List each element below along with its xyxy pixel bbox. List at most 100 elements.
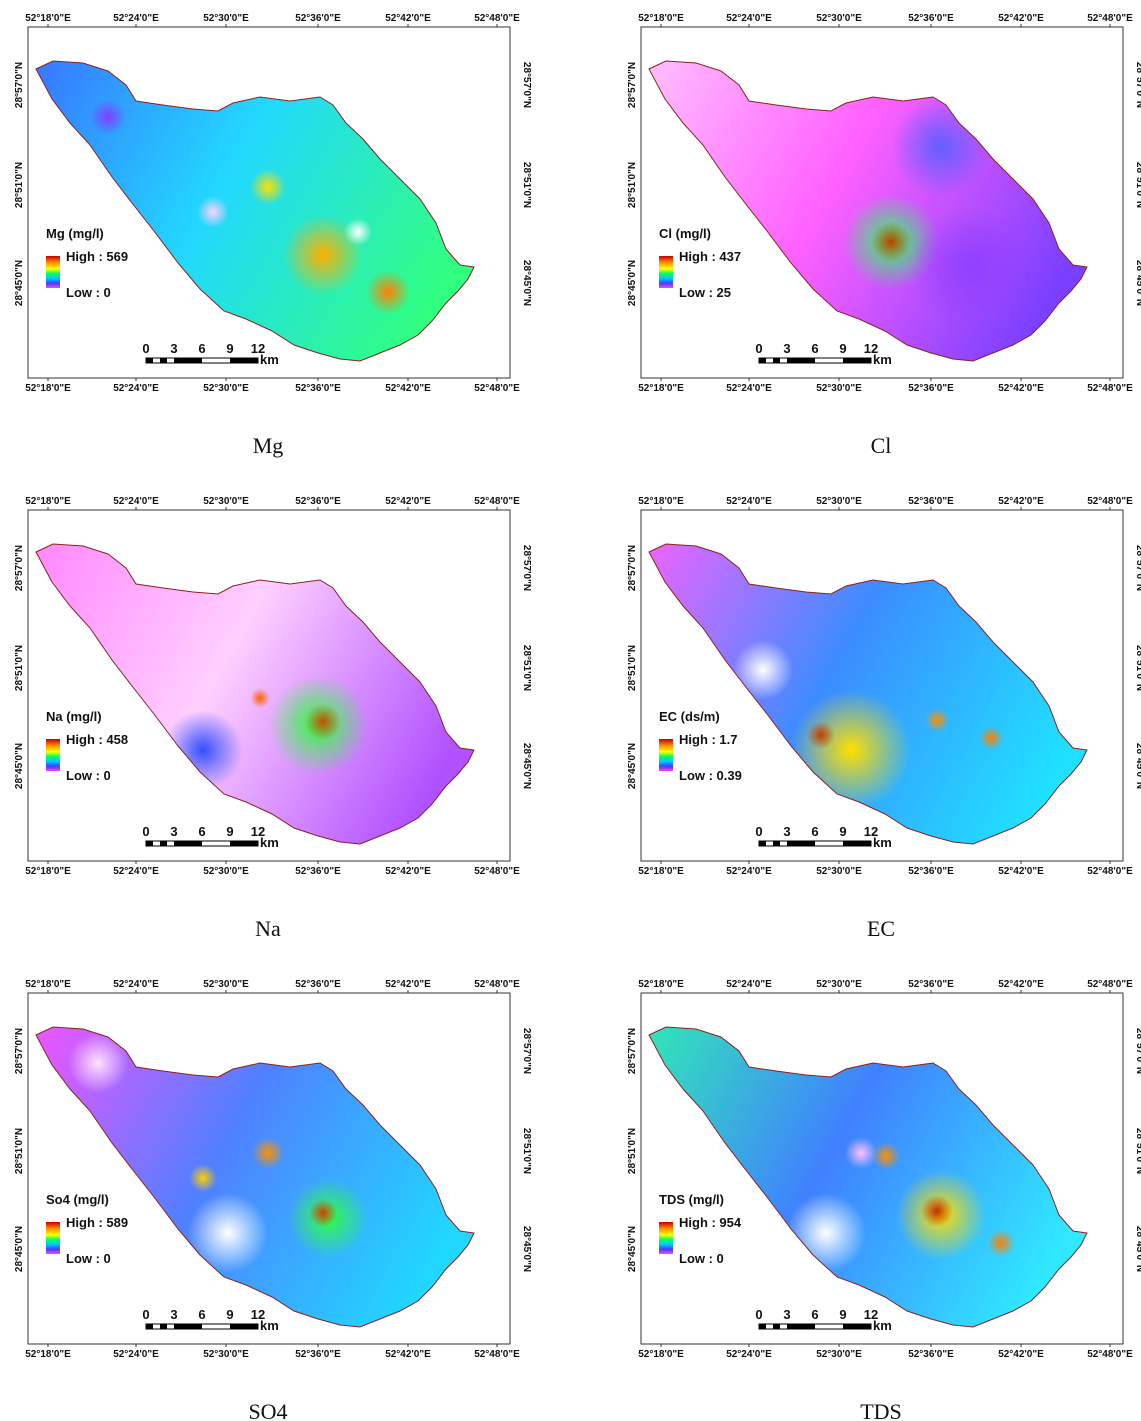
lon-label: 52°36'0"E [295, 13, 341, 24]
lat-label: 28°51'0"N [1134, 162, 1141, 208]
scale-segment [773, 358, 780, 363]
lat-label: 28°57'0"N [14, 62, 25, 108]
lon-label: 52°30'0"E [203, 383, 249, 394]
lon-label: 52°24'0"E [113, 1349, 159, 1360]
lon-label: 52°24'0"E [113, 866, 159, 877]
lat-label: 28°45'0"N [521, 743, 532, 789]
legend-high: High : 458 [66, 732, 128, 747]
lon-label: 52°30'0"E [816, 496, 862, 507]
lon-label: 52°24'0"E [113, 979, 159, 990]
legend-swatch [46, 1222, 60, 1254]
scale-segment [230, 358, 258, 363]
scale-segment [787, 841, 815, 846]
legend-low: Low : 0 [66, 768, 111, 783]
lat-label: 28°51'0"N [627, 1128, 638, 1174]
lon-label: 52°48'0"E [474, 1349, 520, 1360]
legend-high: High : 954 [679, 1215, 742, 1230]
scale-unit: km [873, 835, 892, 850]
scale-unit: km [260, 835, 279, 850]
lon-label: 52°42'0"E [998, 1349, 1044, 1360]
lat-label: 28°45'0"N [521, 1226, 532, 1272]
lon-label: 52°24'0"E [726, 13, 772, 24]
legend-low: Low : 0.39 [679, 768, 742, 783]
scale-unit: km [873, 352, 892, 367]
scale-segment [174, 1324, 202, 1329]
scale-segment [146, 1324, 153, 1329]
lon-label: 52°18'0"E [638, 13, 684, 24]
lon-label: 52°36'0"E [908, 866, 954, 877]
scale-label: 3 [170, 1307, 177, 1322]
scale-label: 3 [170, 824, 177, 839]
scale-label: 9 [839, 341, 846, 356]
lat-label: 28°57'0"N [1134, 62, 1141, 108]
lat-label: 28°45'0"N [1134, 1226, 1141, 1272]
lon-label: 52°48'0"E [474, 383, 520, 394]
scale-label: 0 [755, 341, 762, 356]
lon-label: 52°42'0"E [385, 866, 431, 877]
lon-label: 52°48'0"E [1087, 866, 1133, 877]
lat-label: 28°45'0"N [627, 1226, 638, 1272]
scale-label: 0 [755, 824, 762, 839]
scale-label: 0 [142, 1307, 149, 1322]
lon-label: 52°30'0"E [816, 979, 862, 990]
legend-low: Low : 0 [66, 285, 111, 300]
lon-label: 52°18'0"E [638, 383, 684, 394]
scale-segment [174, 841, 202, 846]
legend-high: High : 569 [66, 249, 128, 264]
map-panel: 52°18'0"E 52°18'0"E 52°24'0"E 52°24'0"E 52°3… [14, 979, 532, 1421]
legend-title: Na (mg/l) [46, 709, 102, 724]
lat-label: 28°45'0"N [627, 743, 638, 789]
scale-segment [759, 1324, 766, 1329]
lat-label: 28°57'0"N [1134, 1028, 1141, 1074]
lon-label: 52°36'0"E [908, 979, 954, 990]
scale-segment [146, 358, 153, 363]
lon-label: 52°18'0"E [25, 1349, 71, 1360]
lon-label: 52°36'0"E [908, 383, 954, 394]
scale-segment [160, 358, 167, 363]
lat-label: 28°45'0"N [14, 743, 25, 789]
panel-caption: Na [255, 916, 281, 941]
lat-label: 28°45'0"N [521, 260, 532, 306]
scale-segment [174, 358, 202, 363]
scale-segment [160, 1324, 167, 1329]
scale-label: 9 [839, 824, 846, 839]
scale-unit: km [873, 1318, 892, 1333]
lon-label: 52°18'0"E [25, 979, 71, 990]
panel-caption: TDS [860, 1399, 902, 1421]
legend-swatch [659, 1222, 673, 1254]
lat-label: 28°45'0"N [1134, 260, 1141, 306]
scale-label: 3 [783, 824, 790, 839]
legend-title: Mg (mg/l) [46, 226, 104, 241]
legend-low: Low : 0 [679, 1251, 724, 1266]
lon-label: 52°18'0"E [638, 866, 684, 877]
lat-label: 28°57'0"N [521, 545, 532, 591]
lon-label: 52°24'0"E [726, 1349, 772, 1360]
lon-label: 52°30'0"E [203, 13, 249, 24]
scale-segment [843, 841, 871, 846]
lat-label: 28°51'0"N [627, 162, 638, 208]
lat-label: 28°51'0"N [1134, 645, 1141, 691]
scale-label: 9 [226, 1307, 233, 1322]
lon-label: 52°36'0"E [295, 979, 341, 990]
lon-label: 52°48'0"E [1087, 979, 1133, 990]
scale-label: 0 [142, 824, 149, 839]
lon-label: 52°48'0"E [474, 866, 520, 877]
lat-label: 28°57'0"N [627, 1028, 638, 1074]
lon-label: 52°30'0"E [816, 866, 862, 877]
lat-label: 28°57'0"N [521, 62, 532, 108]
lon-label: 52°24'0"E [726, 979, 772, 990]
lat-label: 28°57'0"N [521, 1028, 532, 1074]
lon-label: 52°18'0"E [25, 496, 71, 507]
scale-label: 6 [811, 824, 818, 839]
lat-label: 28°57'0"N [14, 1028, 25, 1074]
lon-label: 52°36'0"E [295, 383, 341, 394]
lon-label: 52°42'0"E [385, 979, 431, 990]
lon-label: 52°48'0"E [474, 979, 520, 990]
lon-label: 52°18'0"E [638, 979, 684, 990]
panel-caption: Cl [871, 433, 892, 458]
legend-swatch [659, 739, 673, 771]
lon-label: 52°42'0"E [998, 496, 1044, 507]
lat-label: 28°57'0"N [627, 62, 638, 108]
figure: 52°18'0"E 52°18'0"E 52°24'0"E 52°24'0"E 52°3… [0, 0, 1141, 1421]
scale-segment [160, 841, 167, 846]
